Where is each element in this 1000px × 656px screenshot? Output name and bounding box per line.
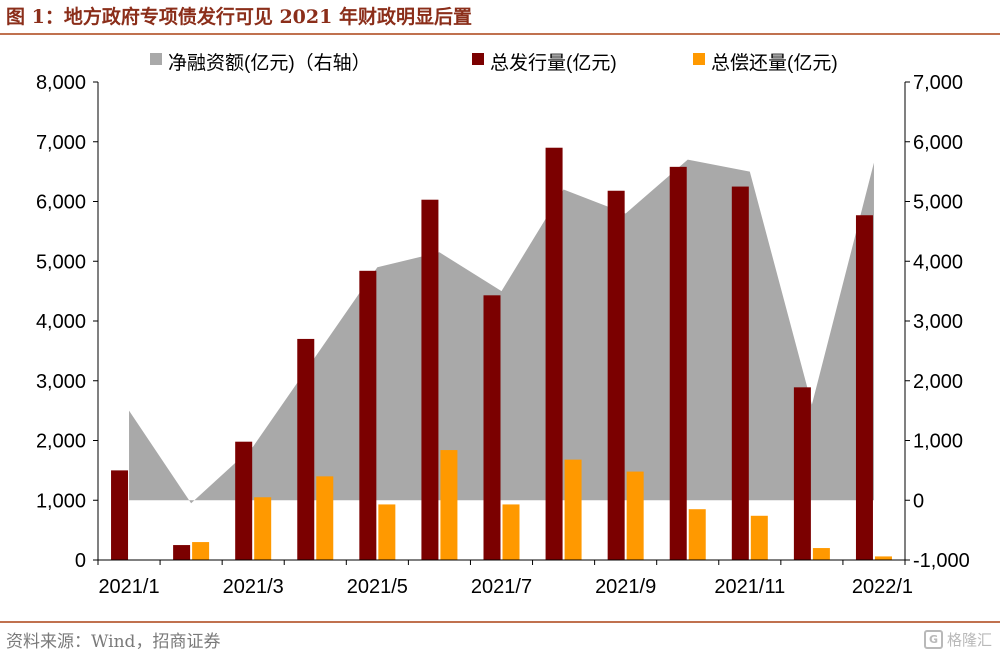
y-left-tick-label: 4,000 [36, 311, 86, 333]
legend-label: 总偿还量(亿元) [711, 52, 838, 74]
repayment-bar [378, 504, 396, 560]
issuance-bar [793, 387, 811, 560]
repayment-bar [440, 450, 458, 560]
y-right-tick-label: 4,000 [913, 251, 963, 273]
legend-label: 总发行量(亿元) [490, 52, 617, 74]
repayment-bar [316, 476, 334, 560]
issuance-bar [607, 190, 625, 560]
y-left-tick-label: 7,000 [36, 132, 86, 154]
y-left-tick-label: 3,000 [36, 371, 86, 393]
x-tick-label: 2021/9 [595, 576, 656, 598]
legend-swatch [150, 53, 162, 65]
watermark: G 格隆汇 [923, 629, 992, 650]
watermark-logo-icon: G [923, 630, 943, 649]
issuance-bar [297, 338, 315, 560]
repayment-bar [812, 548, 830, 560]
x-tick-label: 2021/7 [471, 576, 532, 598]
x-tick-label: 2022/1 [852, 576, 913, 598]
y-left-tick-label: 5,000 [36, 251, 86, 273]
y-left-tick-label: 6,000 [36, 192, 86, 214]
title-rule [0, 33, 1000, 35]
repayment-bar [750, 515, 768, 560]
y-right-tick-label: 3,000 [913, 311, 963, 333]
y-right-tick-label: 1,000 [913, 431, 963, 453]
legend-label: 净融资额(亿元)（右轴） [168, 52, 371, 74]
repayment-bar [564, 459, 582, 560]
issuance-bar [173, 545, 191, 560]
legend-swatch [472, 53, 484, 65]
y-right-tick-label: 6,000 [913, 132, 963, 154]
footer-rule [0, 621, 1000, 623]
issuance-bar [545, 147, 563, 560]
issuance-bar [421, 199, 439, 560]
repayment-bar [254, 497, 272, 560]
legend-swatch [693, 53, 705, 65]
repayment-bar [502, 504, 520, 560]
issuance-bar [111, 470, 129, 560]
y-left-tick-label: 1,000 [36, 490, 86, 512]
x-tick-label: 2021/5 [347, 576, 408, 598]
y-left-tick-label: 8,000 [36, 72, 86, 94]
issuance-bar [669, 166, 687, 560]
x-tick-label: 2021/1 [98, 576, 159, 598]
source-note: 资料来源：Wind，招商证券 [6, 632, 221, 652]
repayment-bar [626, 471, 644, 560]
x-tick-label: 2021/3 [223, 576, 284, 598]
y-left-tick-label: 0 [75, 550, 86, 572]
chart: 0 1,000 2,000 3,000 4,000 5,000 6,000 7,000 8,00… [36, 52, 970, 598]
repayment-bar [688, 509, 706, 560]
figure-title: 图 1：地方政府专项债发行可见 2021 年财政明显后置 [6, 6, 472, 28]
watermark-text: 格隆汇 [946, 631, 992, 649]
y-right-tick-label: 7,000 [913, 72, 963, 94]
y-right-tick-label: 0 [913, 490, 924, 512]
y-right-tick-label: -1,000 [913, 550, 970, 572]
y-right-tick-label: 5,000 [913, 192, 963, 214]
issuance-bar [235, 441, 253, 560]
repayment-bar [192, 542, 210, 560]
issuance-bar [731, 186, 749, 560]
net-financing-area [129, 159, 874, 504]
issuance-bar [855, 215, 873, 560]
y-left-tick-label: 2,000 [36, 431, 86, 453]
repayment-bar [874, 556, 892, 560]
y-right-tick-label: 2,000 [913, 371, 963, 393]
issuance-bar [483, 295, 501, 560]
x-tick-label: 2021/11 [714, 576, 785, 598]
issuance-bar [359, 270, 377, 560]
